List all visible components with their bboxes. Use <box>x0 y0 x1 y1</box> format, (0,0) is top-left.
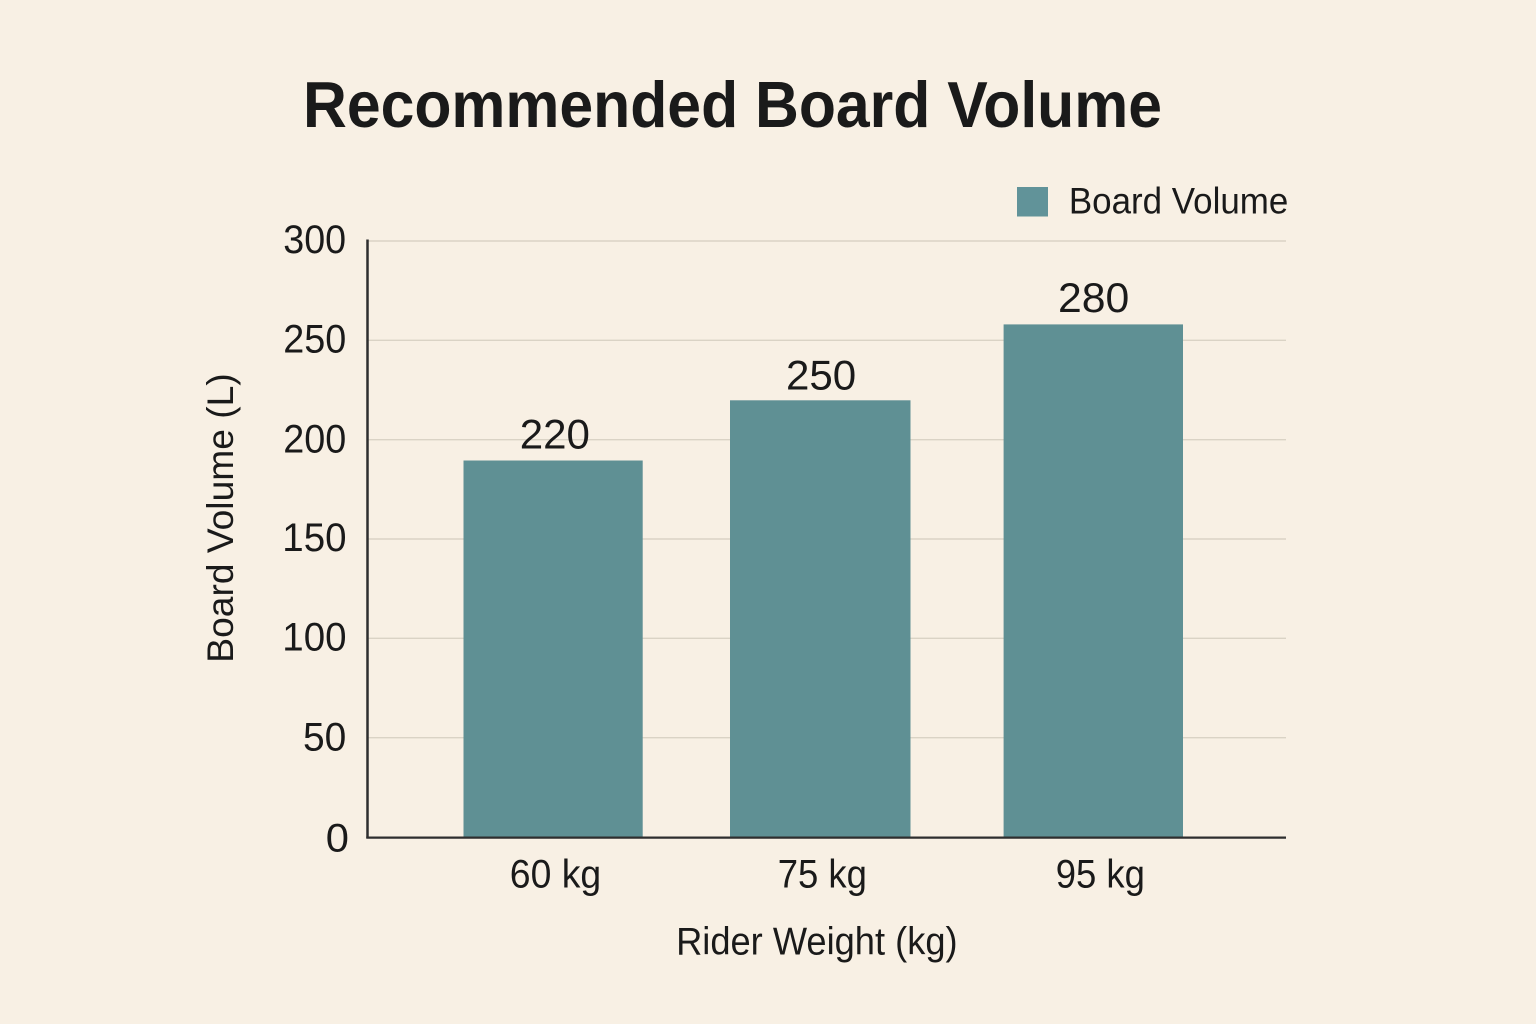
svg-text:150: 150 <box>282 516 346 560</box>
svg-text:Board Volume (L): Board Volume (L) <box>200 373 241 662</box>
svg-text:200: 200 <box>283 417 346 461</box>
svg-text:Rider Weight (kg): Rider Weight (kg) <box>676 921 958 964</box>
svg-text:300: 300 <box>283 218 346 262</box>
svg-text:Recommended Board Volume: Recommended Board Volume <box>303 68 1162 141</box>
svg-text:100: 100 <box>282 616 346 660</box>
svg-text:0: 0 <box>326 817 349 861</box>
svg-text:95 kg: 95 kg <box>1056 853 1145 897</box>
svg-text:Board Volume: Board Volume <box>1069 180 1288 221</box>
svg-text:250: 250 <box>786 352 856 399</box>
svg-text:280: 280 <box>1058 274 1129 321</box>
svg-text:50: 50 <box>303 715 346 759</box>
svg-text:75 kg: 75 kg <box>778 853 867 897</box>
svg-text:250: 250 <box>283 318 346 362</box>
svg-text:60 kg: 60 kg <box>510 853 601 897</box>
svg-text:220: 220 <box>520 411 590 458</box>
